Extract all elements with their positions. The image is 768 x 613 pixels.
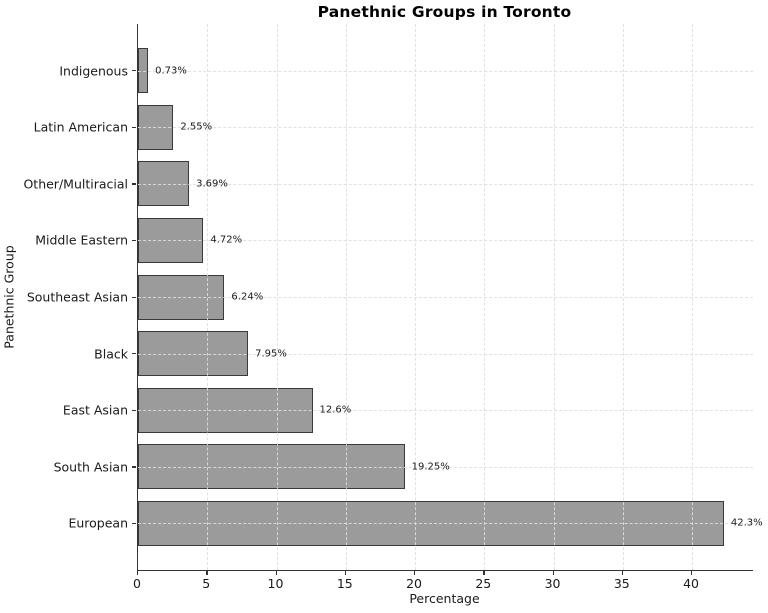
y-tick-mark <box>132 409 136 411</box>
x-tick-label: 40 <box>683 576 699 591</box>
y-tick-mark <box>132 126 136 128</box>
horizontal-gridline <box>138 353 753 355</box>
y-tick-mark <box>132 70 136 72</box>
bar-value-label: 4.72% <box>210 234 243 246</box>
x-tick-label: 35 <box>613 576 630 591</box>
x-tick-label: 5 <box>202 576 211 591</box>
x-tick-mark <box>621 571 624 575</box>
bar-value-label: 2.55% <box>180 121 213 133</box>
horizontal-gridline <box>138 523 753 525</box>
x-tick-mark <box>344 571 347 575</box>
bar-value-label: 3.69% <box>196 178 228 190</box>
bar-value-label: 12.6% <box>319 404 352 416</box>
y-tick-label: South Asian <box>53 459 128 475</box>
x-tick-label: 10 <box>267 576 284 591</box>
bar-value-label: 19.25% <box>411 461 450 473</box>
horizontal-gridline <box>138 70 753 72</box>
x-tick-mark <box>275 571 277 575</box>
x-tick-label: 0 <box>133 576 141 591</box>
horizontal-gridline <box>138 183 753 185</box>
x-tick-mark <box>206 571 208 575</box>
y-tick-label: Middle Eastern <box>35 232 128 248</box>
x-tick-mark <box>552 571 554 575</box>
y-tick-label: East Asian <box>62 402 128 418</box>
x-tick-mark <box>691 571 693 575</box>
x-tick-label: 25 <box>475 576 492 591</box>
horizontal-gridline <box>138 127 753 129</box>
horizontal-gridline <box>138 466 753 468</box>
y-tick-label: Other/Multiracial <box>23 176 128 192</box>
y-tick-mark <box>132 183 136 185</box>
y-tick-label: Black <box>94 346 128 362</box>
y-tick-label: Latin American <box>33 119 128 135</box>
x-tick-label: 30 <box>544 576 561 591</box>
y-tick-mark <box>132 522 136 525</box>
y-tick-mark <box>132 296 136 298</box>
y-tick-mark <box>132 239 136 242</box>
bar-value-label: 7.95% <box>255 348 287 360</box>
x-tick-mark <box>137 571 139 575</box>
bar-value-label: 42.3% <box>730 517 763 529</box>
bar-value-label: 0.73% <box>155 65 187 77</box>
horizontal-gridline <box>138 297 753 298</box>
x-tick-mark <box>483 571 485 575</box>
horizontal-gridline <box>138 240 753 242</box>
y-tick-mark <box>132 353 136 355</box>
y-tick-label: Indigenous <box>59 63 128 79</box>
y-tick-label: European <box>68 515 128 531</box>
horizontal-gridline <box>138 410 753 412</box>
chart-title: Panethnic Groups in Toronto <box>317 3 572 21</box>
x-tick-mark <box>414 571 416 575</box>
bar-value-label: 6.24% <box>231 291 264 303</box>
y-tick-mark <box>132 466 136 468</box>
y-tick-label: Southeast Asian <box>26 289 128 305</box>
plot-area: 0.73% 2.55% 3.69% 4.72% 6.24% 7.95% 12.6% 19.25… <box>137 24 763 571</box>
x-tick-label: 20 <box>406 576 422 591</box>
x-tick-label: 15 <box>336 576 353 591</box>
x-axis-label: Percentage <box>409 591 480 606</box>
